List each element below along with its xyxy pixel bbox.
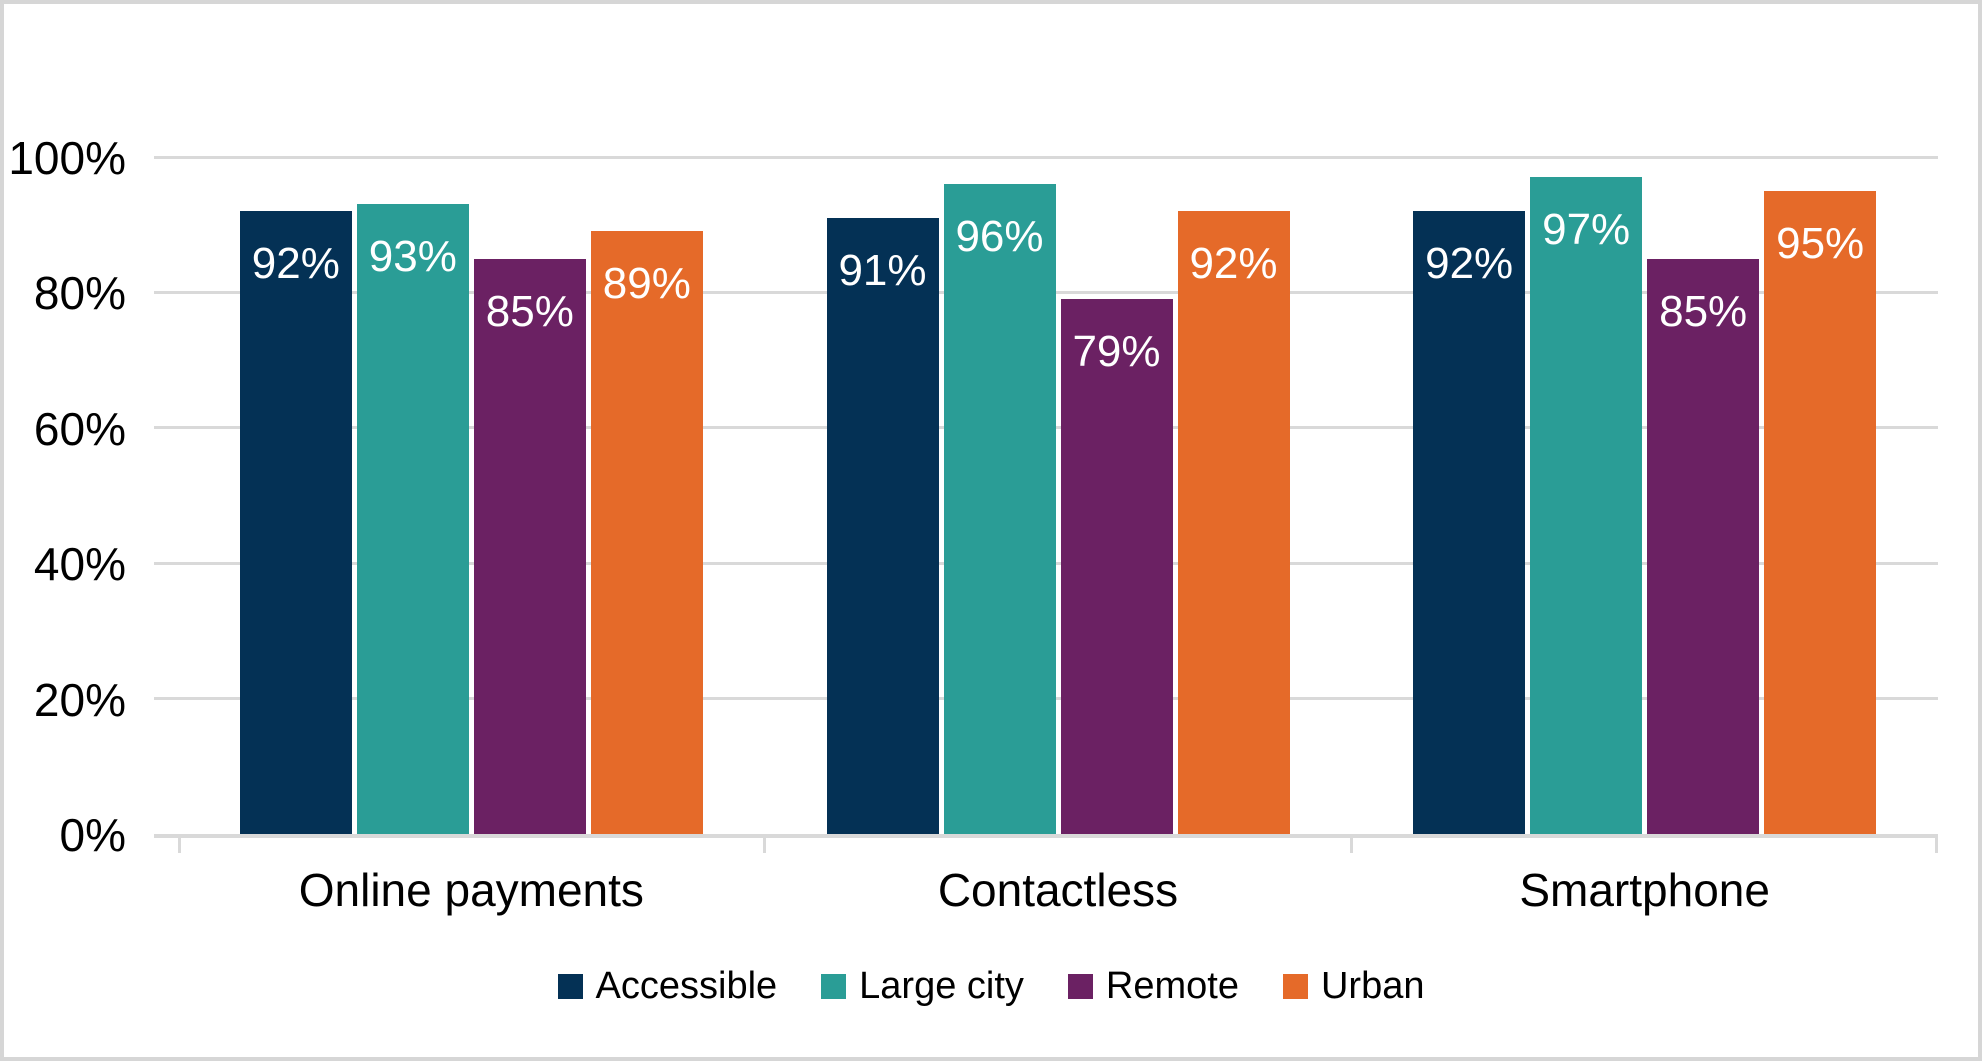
bar-value-label: 79% [1072,327,1161,377]
bar-value-label: 89% [602,259,691,309]
x-axis-tick [178,834,181,853]
plot-area: 92% 93% 85% 89% 91% 96% 79% 92% 92% 97% 85% 95% [154,155,1938,853]
x-axis-tick [1935,834,1938,853]
legend: Accessible Large city Remote Urban [4,965,1978,1008]
bar-value-label: 91% [838,245,927,295]
legend-label: Accessible [595,965,778,1007]
bar-value-label: 95% [1776,218,1865,268]
bar-accessible-smartphone: 92% [1413,211,1526,834]
legend-marker-square-icon [557,974,583,1000]
y-axis-label-80%: 80% [33,267,126,320]
legend-marker-square-icon [821,974,847,1000]
bar-value-label: 85% [485,286,574,336]
bar-value-label: 97% [1542,205,1631,255]
gridline-100% [154,155,1938,159]
x-axis-tick [763,834,767,853]
legend-label: Urban [1320,965,1425,1007]
y-axis-label-20%: 20% [33,673,126,726]
bar-large-city-smartphone: 97% [1530,177,1643,834]
bar-urban-smartphone: 95% [1764,190,1877,834]
legend-item-large-city: Large city [821,965,1024,1008]
y-axis-label-100%: 100% [8,132,126,184]
bar-value-label: 92% [1425,239,1514,289]
x-axis-line [154,834,1938,838]
bar-urban-contactless: 92% [1177,211,1290,834]
legend-item-urban: Urban [1282,965,1425,1008]
bar-accessible-online-payments: 92% [239,211,352,834]
bar-value-label: 96% [955,212,1044,262]
bar-value-label: 92% [251,239,340,289]
bar-remote-online-payments: 85% [473,258,586,834]
y-axis-label-0%: 0% [59,809,126,861]
bar-value-label: 85% [1659,286,1748,336]
legend-item-accessible: Accessible [557,965,778,1008]
bar-large-city-online-payments: 93% [356,204,469,834]
x-axis-tick [1349,834,1353,853]
y-axis-label-40%: 40% [33,538,126,591]
y-axis-label-60%: 60% [33,402,126,455]
category-label-contactless: Contactless [937,864,1179,916]
bar-remote-smartphone: 85% [1647,258,1760,834]
bar-value-label: 93% [368,232,457,282]
category-label-online-payments: Online payments [298,864,644,916]
bar-large-city-contactless: 96% [943,184,1056,834]
bar-accessible-contactless: 91% [826,217,939,834]
category-label-smartphone: Smartphone [1519,864,1770,916]
legend-label: Large city [859,965,1024,1007]
bar-urban-online-payments: 89% [590,231,703,834]
legend-label: Remote [1105,965,1239,1007]
bar-value-label: 92% [1189,239,1278,289]
bar-remote-contactless: 79% [1060,299,1173,834]
legend-marker-square-icon [1282,974,1308,1000]
legend-marker-square-icon [1067,974,1093,1000]
legend-item-remote: Remote [1067,965,1239,1008]
